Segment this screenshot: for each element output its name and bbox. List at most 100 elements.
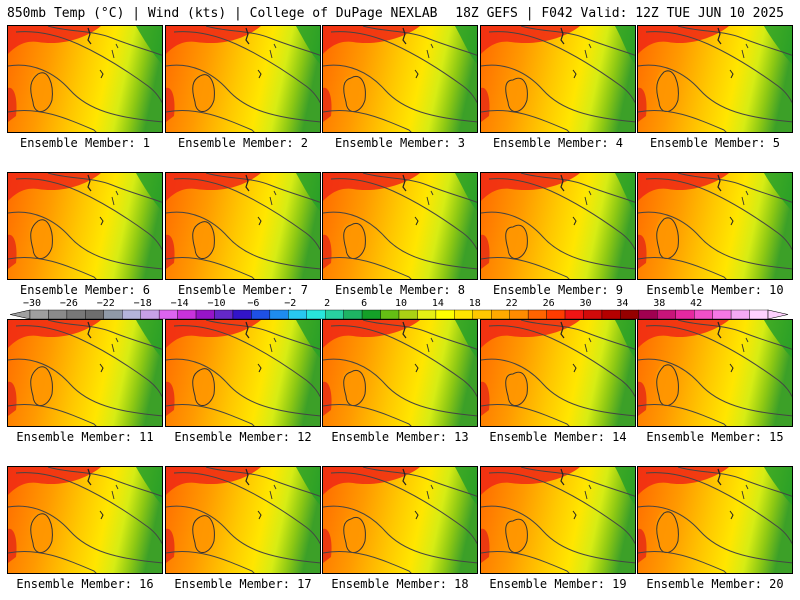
member-14-label: Ensemble Member: 14 — [489, 430, 627, 444]
colorbar-bin — [638, 309, 658, 320]
colorbar-bin — [564, 309, 584, 320]
ensemble-member-panel-3: Ensemble Member: 3 — [322, 25, 478, 155]
colorbar-bin — [749, 309, 769, 320]
colorbar-tick-label: −6 — [247, 298, 260, 309]
member-7-temperature-map — [165, 172, 321, 280]
map-title: 850mb Temp (°C) | Wind (kts) | College o… — [7, 6, 438, 21]
colorbar-bin — [620, 309, 640, 320]
ensemble-member-panel-5: Ensemble Member: 5 — [637, 25, 793, 155]
member-8-temperature-map — [322, 172, 478, 280]
colorbar-tick-label: 30 — [579, 298, 592, 309]
colorbar-bin — [527, 309, 547, 320]
ensemble-member-panel-20: Ensemble Member: 20 — [637, 466, 793, 596]
colorbar-tick-label: 26 — [542, 298, 555, 309]
colorbar-tick-label: −30 — [22, 298, 42, 309]
ensemble-member-panel-17: Ensemble Member: 17 — [165, 466, 321, 596]
colorbar-bin — [66, 309, 86, 320]
member-8-label: Ensemble Member: 8 — [334, 283, 466, 297]
member-15-temperature-map — [637, 319, 793, 427]
colorbar-bin — [435, 309, 455, 320]
member-18-label: Ensemble Member: 18 — [331, 577, 469, 591]
valid-time: 18Z GEFS | F042 Valid: 12Z TUE JUN 10 20… — [455, 6, 784, 21]
colorbar-bin — [85, 309, 104, 320]
colorbar-bin — [361, 309, 381, 320]
member-12-temperature-map — [165, 319, 321, 427]
colorbar-tick-label: 42 — [690, 298, 703, 309]
member-19-label: Ensemble Member: 19 — [489, 577, 627, 591]
member-16-temperature-map — [7, 466, 163, 574]
colorbar-bin — [546, 309, 566, 320]
colorbar-bin — [380, 309, 400, 320]
colorbar-bin — [29, 309, 49, 320]
member-19-temperature-map — [480, 466, 636, 574]
colorbar-bin — [103, 309, 123, 320]
colorbar-bin — [269, 309, 289, 320]
member-6-label: Ensemble Member: 6 — [19, 283, 151, 297]
member-10-label: Ensemble Member: 10 — [646, 283, 784, 297]
colorbar-tick-label: −18 — [133, 298, 152, 309]
member-13-label: Ensemble Member: 13 — [331, 430, 469, 444]
member-4-label: Ensemble Member: 4 — [492, 136, 624, 150]
member-6-temperature-map — [7, 172, 163, 280]
colorbar-bin — [509, 309, 529, 320]
ensemble-member-panel-6: Ensemble Member: 6 — [7, 172, 163, 302]
ensemble-member-panel-11: Ensemble Member: 11 — [7, 319, 163, 449]
member-5-label: Ensemble Member: 5 — [649, 136, 781, 150]
colorbar-bin — [583, 309, 603, 320]
colorbar-bin — [343, 309, 363, 320]
member-16-label: Ensemble Member: 16 — [16, 577, 154, 591]
member-17-label: Ensemble Member: 17 — [174, 577, 312, 591]
colorbar-tick-label: 14 — [431, 298, 444, 309]
colorbar-bin — [158, 309, 178, 320]
ensemble-member-panel-8: Ensemble Member: 8 — [322, 172, 478, 302]
colorbar-tick-label: −10 — [207, 298, 226, 309]
ensemble-member-panel-16: Ensemble Member: 16 — [7, 466, 163, 596]
member-17-temperature-map — [165, 466, 321, 574]
ensemble-member-panel-9: Ensemble Member: 9 — [480, 172, 636, 302]
colorbar-tick-label: 34 — [616, 298, 629, 309]
colorbar-bin — [657, 309, 676, 320]
ensemble-member-panel-19: Ensemble Member: 19 — [480, 466, 636, 596]
colorbar-bin — [730, 309, 750, 320]
colorbar-bin — [306, 309, 326, 320]
colorbar-bin — [417, 309, 437, 320]
colorbar-high-arrow — [767, 309, 789, 320]
ensemble-member-panel-1: Ensemble Member: 1 — [7, 25, 163, 155]
member-11-temperature-map — [7, 319, 163, 427]
ensemble-member-panel-10: Ensemble Member: 10 — [637, 172, 793, 302]
colorbar-tick-label: 6 — [361, 298, 368, 309]
colorbar-bin — [122, 309, 141, 320]
member-13-temperature-map — [322, 319, 478, 427]
member-1-temperature-map — [7, 25, 163, 133]
colorbar-bin — [712, 309, 732, 320]
member-9-label: Ensemble Member: 9 — [492, 283, 624, 297]
ensemble-member-panel-15: Ensemble Member: 15 — [637, 319, 793, 449]
colorbar-tick-label: −22 — [96, 298, 115, 309]
colorbar-tick-label: −14 — [170, 298, 189, 309]
colorbar-bin — [325, 309, 344, 320]
member-11-label: Ensemble Member: 11 — [16, 430, 154, 444]
member-7-label: Ensemble Member: 7 — [177, 283, 309, 297]
member-5-temperature-map — [637, 25, 793, 133]
colorbar-tick-label: 22 — [505, 298, 518, 309]
colorbar-bin — [232, 309, 252, 320]
ensemble-member-panel-18: Ensemble Member: 18 — [322, 466, 478, 596]
member-20-temperature-map — [637, 466, 793, 574]
member-20-label: Ensemble Member: 20 — [646, 577, 784, 591]
ensemble-member-panel-12: Ensemble Member: 12 — [165, 319, 321, 449]
member-2-temperature-map — [165, 25, 321, 133]
temperature-colorbar: −30 −26 −22 −18 −14 −10 −6 −2 2 6 10 14 18 22 26 30 34 38… — [10, 298, 790, 320]
colorbar-bin — [251, 309, 271, 320]
member-2-label: Ensemble Member: 2 — [177, 136, 309, 150]
ensemble-member-panel-4: Ensemble Member: 4 — [480, 25, 636, 155]
colorbar-tick-label: 10 — [394, 298, 408, 309]
member-1-label: Ensemble Member: 1 — [19, 136, 151, 150]
colorbar-tick-label: 18 — [468, 298, 481, 309]
member-18-temperature-map — [322, 466, 478, 574]
ensemble-member-panel-7: Ensemble Member: 7 — [165, 172, 321, 302]
colorbar-tick-label: −2 — [284, 298, 297, 309]
colorbar-bin — [601, 309, 621, 320]
colorbar-bin — [694, 309, 713, 320]
member-10-temperature-map — [637, 172, 793, 280]
colorbar-tick-label: 2 — [324, 298, 331, 309]
